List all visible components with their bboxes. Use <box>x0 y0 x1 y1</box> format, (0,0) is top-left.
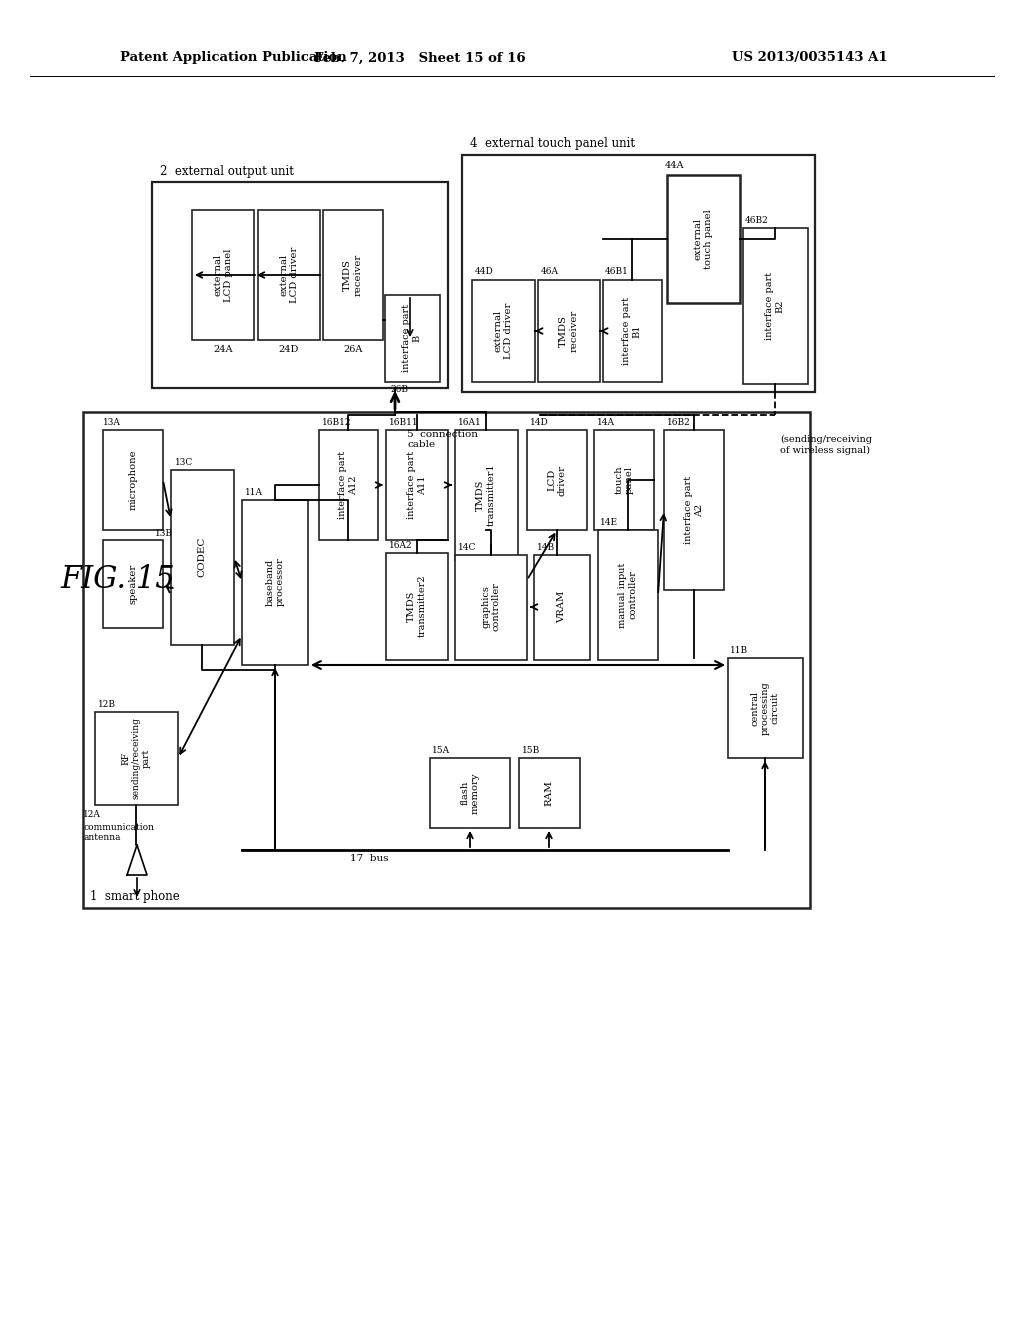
Bar <box>323 210 383 341</box>
Bar <box>472 280 535 381</box>
Text: interface part
A12: interface part A12 <box>338 451 357 519</box>
Text: 11A: 11A <box>245 488 263 498</box>
Text: 13B: 13B <box>155 529 173 539</box>
Text: Feb. 7, 2013   Sheet 15 of 16: Feb. 7, 2013 Sheet 15 of 16 <box>314 51 525 65</box>
Bar <box>455 430 518 560</box>
Text: external
LCD panel: external LCD panel <box>213 248 232 302</box>
Text: 16B11: 16B11 <box>389 418 419 426</box>
Text: touch
panel: touch panel <box>614 466 634 494</box>
Text: VRAM: VRAM <box>557 591 566 623</box>
Text: microphone: microphone <box>128 450 137 511</box>
Text: 5  connection
cable: 5 connection cable <box>407 430 478 449</box>
Text: 14A: 14A <box>597 418 615 426</box>
Bar <box>319 430 378 540</box>
Bar <box>193 210 254 341</box>
Text: 13C: 13C <box>175 458 194 467</box>
Text: 11B: 11B <box>730 645 749 655</box>
Text: 44A: 44A <box>665 161 684 170</box>
Bar <box>455 554 527 660</box>
Text: 4  external touch panel unit: 4 external touch panel unit <box>470 137 635 150</box>
Text: US 2013/0035143 A1: US 2013/0035143 A1 <box>732 51 888 65</box>
Bar <box>95 711 178 805</box>
Text: 15A: 15A <box>432 746 451 755</box>
Text: 15B: 15B <box>522 746 541 755</box>
Bar <box>386 553 449 660</box>
Text: interface part
B2: interface part B2 <box>765 272 784 341</box>
Text: Patent Application Publication: Patent Application Publication <box>120 51 347 65</box>
Bar <box>258 210 319 341</box>
Bar <box>103 430 163 531</box>
Text: flash
memory: flash memory <box>461 772 479 813</box>
Text: 14D: 14D <box>530 418 549 426</box>
Bar <box>664 430 724 590</box>
Text: graphics
controller: graphics controller <box>481 582 501 631</box>
Text: 14E: 14E <box>600 517 618 527</box>
Text: external
touch panel: external touch panel <box>693 209 713 269</box>
Bar <box>527 430 587 531</box>
Text: 16A2: 16A2 <box>389 541 413 550</box>
Text: 1  smart phone: 1 smart phone <box>90 890 180 903</box>
Text: 46B1: 46B1 <box>605 267 629 276</box>
Text: 12A: 12A <box>83 810 101 818</box>
Text: 24D: 24D <box>279 345 299 354</box>
Bar <box>462 154 815 392</box>
Text: communication
antenna: communication antenna <box>83 822 154 842</box>
Bar <box>667 176 740 304</box>
Text: interface part
B: interface part B <box>402 304 422 372</box>
Text: interface part
A2: interface part A2 <box>684 477 703 544</box>
Bar <box>385 294 440 381</box>
Text: 26B: 26B <box>390 385 408 393</box>
Text: 44D: 44D <box>475 267 494 276</box>
Text: 16B12: 16B12 <box>322 418 351 426</box>
Text: (sending/receiving
of wireless signal): (sending/receiving of wireless signal) <box>780 436 872 454</box>
Text: external
LCD driver: external LCD driver <box>280 247 299 304</box>
Text: CODEC: CODEC <box>198 537 207 577</box>
Bar <box>519 758 580 828</box>
Text: TMDS
transmitter1: TMDS transmitter1 <box>476 463 496 527</box>
Text: interface part
B1: interface part B1 <box>623 297 642 366</box>
Bar <box>386 430 449 540</box>
Text: TMDS
receiver: TMDS receiver <box>343 253 362 296</box>
Text: 14B: 14B <box>537 543 555 552</box>
Text: manual input
controller: manual input controller <box>618 562 638 628</box>
Bar <box>538 280 600 381</box>
Bar <box>103 540 163 628</box>
Bar <box>743 228 808 384</box>
Bar <box>152 182 449 388</box>
Bar <box>171 470 234 645</box>
Text: 17  bus: 17 bus <box>350 854 388 863</box>
Bar <box>603 280 662 381</box>
Text: 24A: 24A <box>213 345 232 354</box>
Bar <box>594 430 654 531</box>
Bar <box>728 657 803 758</box>
Text: central
processing
circuit: central processing circuit <box>751 681 780 735</box>
Text: 2  external output unit: 2 external output unit <box>160 165 294 178</box>
Text: RAM: RAM <box>545 780 554 807</box>
Text: speaker: speaker <box>128 564 137 605</box>
Text: 16B2: 16B2 <box>667 418 691 426</box>
Bar <box>242 500 308 665</box>
Text: 46A: 46A <box>541 267 559 276</box>
Text: TMDS
transmitter2: TMDS transmitter2 <box>408 574 427 638</box>
Bar <box>83 412 810 908</box>
Text: 16A1: 16A1 <box>458 418 481 426</box>
Text: external
LCD driver: external LCD driver <box>494 302 513 359</box>
Text: RF
sending/receiving
part: RF sending/receiving part <box>121 717 151 799</box>
Text: 12B: 12B <box>98 700 116 709</box>
Text: 26A: 26A <box>343 345 362 354</box>
Text: TMDS
receiver: TMDS receiver <box>559 310 579 352</box>
Bar <box>430 758 510 828</box>
Text: baseband
processor: baseband processor <box>265 557 285 606</box>
Text: 14C: 14C <box>458 543 476 552</box>
Text: LCD
driver: LCD driver <box>547 465 566 495</box>
Text: interface part
A11: interface part A11 <box>408 451 427 519</box>
Bar <box>598 531 658 660</box>
Text: 13A: 13A <box>103 418 121 426</box>
Bar <box>534 554 590 660</box>
Text: FIG. 15: FIG. 15 <box>60 565 175 595</box>
Text: 46B2: 46B2 <box>745 216 769 224</box>
